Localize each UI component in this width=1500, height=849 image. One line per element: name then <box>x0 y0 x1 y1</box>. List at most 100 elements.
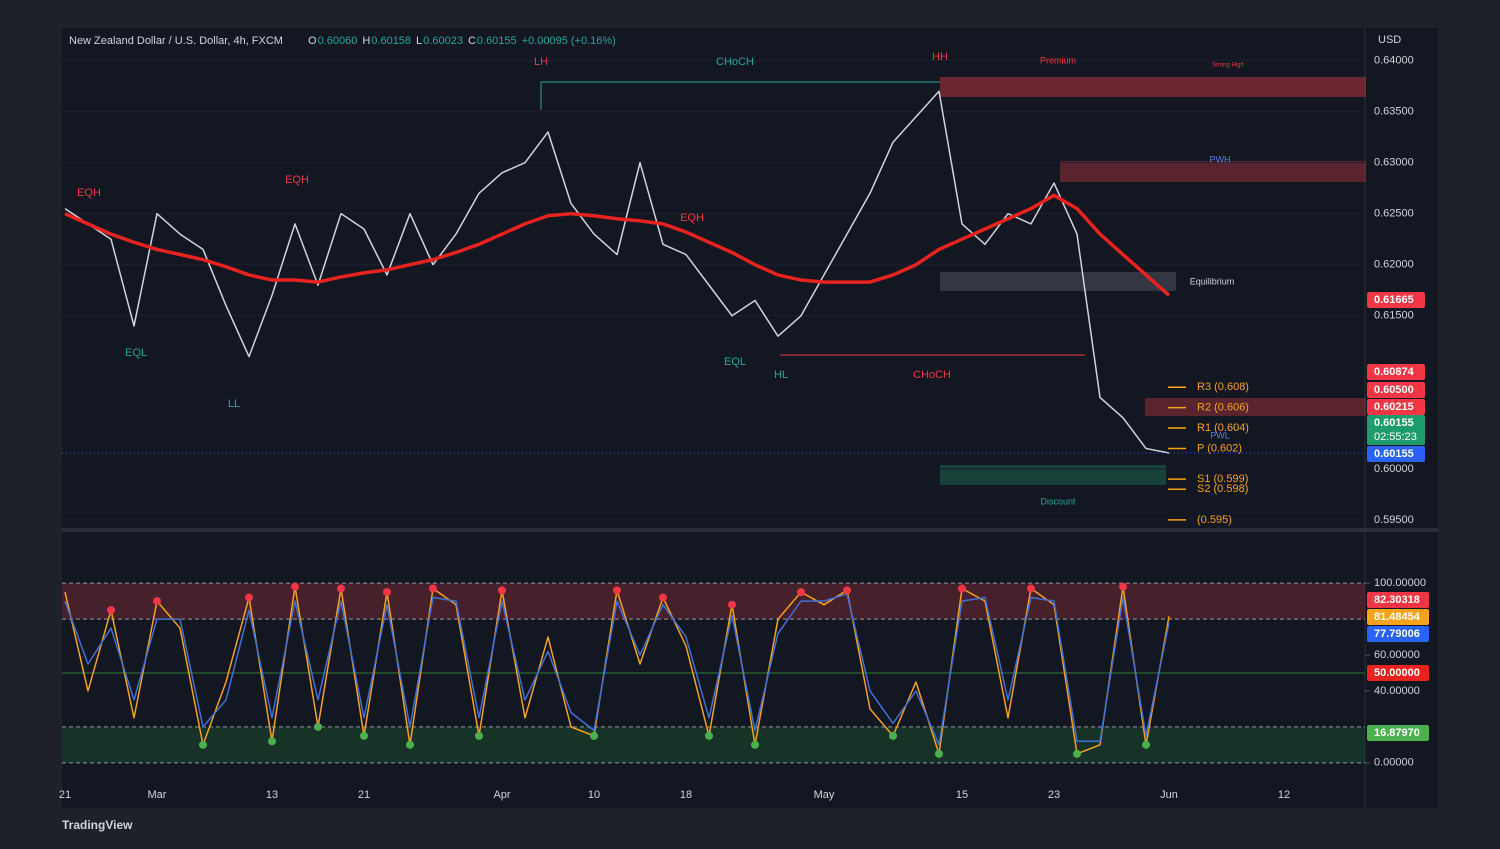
oversold-dot <box>199 740 207 749</box>
annotation: EQH <box>77 187 101 199</box>
overbought-dot <box>728 600 736 609</box>
value-tag-label: 77.79006 <box>1374 628 1420 640</box>
y-tick-label: 0.62500 <box>1374 208 1414 220</box>
overbought-dot <box>659 593 667 602</box>
value-tag-label: 16.87970 <box>1374 727 1420 739</box>
annotation: EQL <box>125 347 147 359</box>
y-tick-label: 60.00000 <box>1374 649 1420 661</box>
oversold-dot <box>751 740 759 749</box>
oversold-dot <box>705 731 713 740</box>
value-tag-label: 82.30318 <box>1374 594 1420 606</box>
pivot-label: S1 (0.599) <box>1197 473 1248 485</box>
annotation: Strong High <box>1212 63 1244 69</box>
equilibrium-zone <box>940 272 1176 291</box>
pivot-label: R2 (0.606) <box>1197 402 1249 414</box>
y-tick-label: 0.60000 <box>1374 463 1414 475</box>
annotation: HL <box>774 369 788 381</box>
overbought-dot <box>1027 584 1035 593</box>
price-tag <box>1367 415 1425 445</box>
y-tick-label: 0.63500 <box>1374 106 1414 118</box>
annotation: EQL <box>724 356 746 368</box>
x-tick-label: Apr <box>493 789 510 801</box>
overbought-dot <box>797 588 805 597</box>
overbought-dot <box>107 606 115 615</box>
annotation: Equilibrium <box>1190 276 1235 286</box>
countdown: 02:55:23 <box>1374 431 1417 443</box>
pivot-label: R3 (0.608) <box>1197 381 1249 393</box>
price-tag <box>1367 382 1425 398</box>
overbought-dot <box>958 584 966 593</box>
y-tick-label: 100.00000 <box>1374 577 1426 589</box>
discount-zone <box>940 465 1166 485</box>
annotation: PWL <box>1210 430 1230 440</box>
ohlc-key: H <box>362 35 370 47</box>
annotation: EQH <box>285 174 309 186</box>
y-tick-label: 0.64000 <box>1374 54 1414 66</box>
oversold-dot <box>406 740 414 749</box>
ohlc-value: 0.60158 <box>371 35 411 47</box>
overbought-dot <box>498 586 506 595</box>
value-tag-label: 50.00000 <box>1374 667 1420 679</box>
symbol-title: New Zealand Dollar / U.S. Dollar, 4h, FX… <box>69 35 283 47</box>
oversold-dot <box>590 731 598 740</box>
price-tag <box>1367 292 1425 308</box>
annotation: EQH <box>680 212 704 224</box>
price-tag <box>1367 446 1425 462</box>
overbought-dot <box>429 584 437 593</box>
oversold-dot <box>268 737 276 746</box>
value-tag <box>1367 592 1429 608</box>
pivot-label: (0.595) <box>1197 514 1232 526</box>
oversold-dot <box>1073 749 1081 758</box>
pivot-label: R1 (0.604) <box>1197 422 1249 434</box>
price-tag-label: 0.60155 <box>1374 448 1414 460</box>
series-line <box>64 193 1171 297</box>
oversold-dot <box>889 731 897 740</box>
change: +0.00095 (+0.16%) <box>522 35 616 47</box>
ohlc-value: 0.60023 <box>423 35 463 47</box>
oversold-dot <box>935 749 943 758</box>
y-tick-label: 0.59500 <box>1374 514 1414 526</box>
x-tick-label: 21 <box>59 789 71 801</box>
value-tag <box>1367 626 1429 642</box>
y-tick-label: 0.63000 <box>1374 157 1414 169</box>
x-tick-label: Mar <box>148 789 167 801</box>
tradingview-logo: TradingView <box>62 818 133 832</box>
overbought-band <box>62 583 1365 620</box>
ohlc-key: L <box>416 35 422 47</box>
chart-background <box>62 28 1438 808</box>
y-tick-label: 0.61500 <box>1374 310 1414 322</box>
ohlc-key: O <box>308 35 317 47</box>
overbought-dot <box>613 586 621 595</box>
price-tag <box>1367 399 1425 415</box>
price-tag-label: 0.60155 <box>1374 417 1414 429</box>
overbought-dot <box>383 588 391 597</box>
premium-zone <box>940 77 1366 97</box>
y-tick-label: 40.00000 <box>1374 685 1420 697</box>
ohlc-value: 0.60060 <box>318 35 358 47</box>
ohlc-readout: O 0.60060 H 0.60158 L 0.60023 C 0.60155 +0.00095… <box>308 35 616 47</box>
ohlc-key: C <box>468 35 476 47</box>
currency: USD <box>1378 34 1401 46</box>
oversold-dot <box>475 731 483 740</box>
value-tag-label: 81.48454 <box>1374 611 1421 623</box>
overbought-dot <box>337 584 345 593</box>
series-line <box>64 90 1170 454</box>
oversold-dot <box>1142 740 1150 749</box>
x-tick-label: 10 <box>588 789 600 801</box>
annotation: PWH <box>1210 154 1231 164</box>
annotation: HH <box>932 51 948 63</box>
value-tag <box>1367 725 1429 741</box>
overbought-dot <box>153 597 161 606</box>
value-tag <box>1367 665 1429 681</box>
annotation: CHoCH <box>913 369 951 381</box>
overbought-dot <box>843 586 851 595</box>
annotation: Premium <box>1040 55 1076 65</box>
annotation: CHoCH <box>716 56 754 68</box>
x-tick-label: 13 <box>266 789 278 801</box>
series-line <box>64 593 1170 746</box>
x-tick-label: 23 <box>1048 789 1060 801</box>
oversold-dot <box>314 722 322 731</box>
y-tick-label: 0.00000 <box>1374 757 1414 769</box>
